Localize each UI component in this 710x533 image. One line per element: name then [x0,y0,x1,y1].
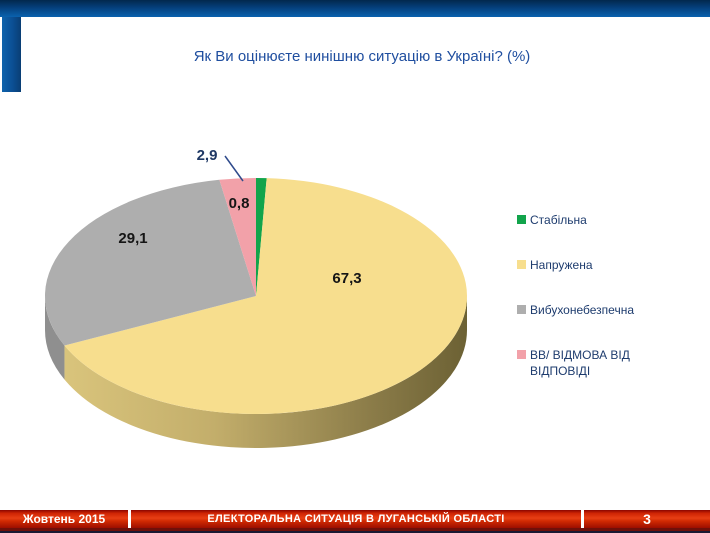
pie-rim-1 [64,296,467,448]
pie-data-label-1: 67,3 [332,270,361,287]
legend-item-vidmova: ВВ/ ВІДМОВА ВІД ВІДПОВІДІ [517,347,667,379]
legend-label: Вибухонебезпечна [530,303,634,317]
legend-item-stabilna: Стабільна [517,212,667,228]
legend-swatch-gray [517,305,526,314]
pie-chart: 2,9 67,3 29,1 0,8 [45,147,468,448]
left-accent-bar [2,17,21,92]
footer-divider [128,510,131,528]
slide-footer: Жовтень 2015 ЕЛЕКТОРАЛЬНА СИТУАЦІЯ В ЛУГ… [0,510,710,533]
pie-slice-3 [219,178,256,296]
legend-item-vybukhonebezpechna: Вибухонебезпечна [517,302,667,318]
pie-data-label-2: 29,1 [118,230,147,247]
top-banner-bar [0,0,710,17]
footer-band: Жовтень 2015 ЕЛЕКТОРАЛЬНА СИТУАЦІЯ В ЛУГ… [0,510,710,528]
legend-label: Напружена [530,258,593,272]
chart-legend: Стабільна Напружена Вибухонебезпечна ВВ/… [517,212,667,408]
pie-rim-2 [45,296,65,380]
legend-item-napruzhena: Напружена [517,257,667,273]
legend-label: Стабільна [530,213,587,227]
pie-slice-1 [64,178,468,414]
footer-title: ЕЛЕКТОРАЛЬНА СИТУАЦІЯ В ЛУГАНСЬКІЙ ОБЛАС… [207,513,505,525]
legend-label: ВВ/ ВІДМОВА ВІД ВІДПОВІДІ [530,348,630,378]
label-leader-line [224,155,244,182]
legend-swatch-green [517,215,526,224]
legend-swatch-pink [517,350,526,359]
legend-swatch-yellow [517,260,526,269]
page-number: 3 [643,511,651,527]
footer-date: Жовтень 2015 [22,512,106,526]
pie-data-label-3: 0,8 [229,195,250,212]
footer-strip [0,528,710,531]
footer-baseline [0,531,710,533]
pie-slice-0 [256,178,267,296]
slide-title: Як Ви оцінюєте нинішню ситуацію в Україн… [193,48,531,65]
pie-data-label-0: 2,9 [197,147,218,164]
footer-divider [581,510,584,528]
pie-slice-2 [45,179,256,346]
